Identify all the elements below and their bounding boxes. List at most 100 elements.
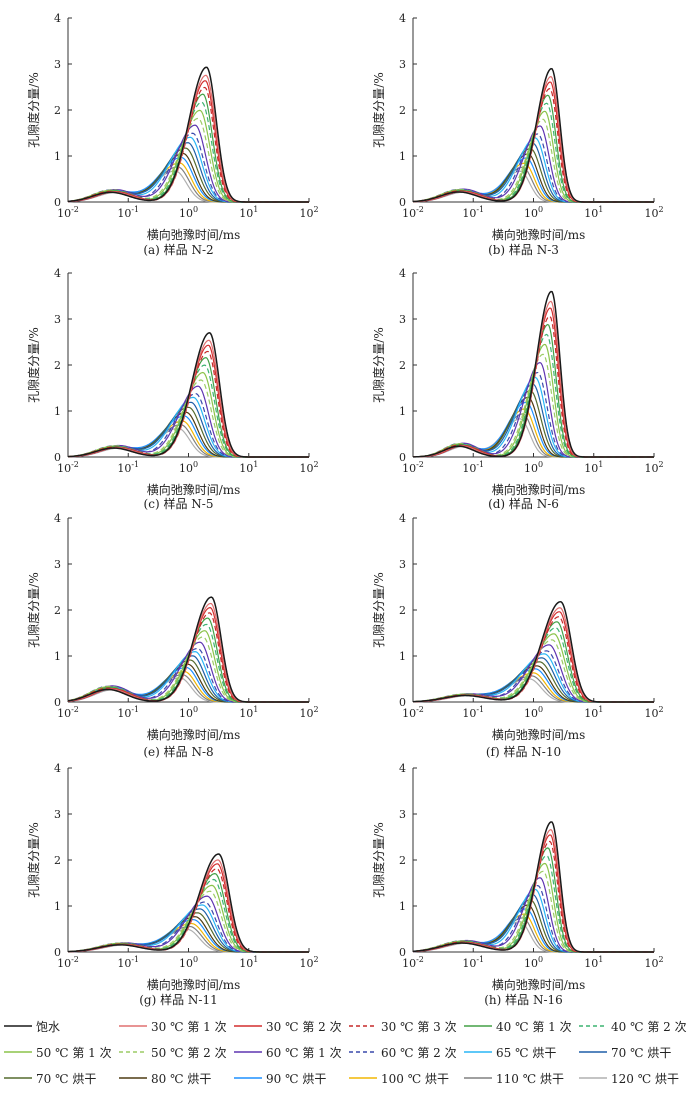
- y-tick-label: 2: [54, 854, 61, 867]
- panel-n-10: 0 1 2 3 4 10-2 10-1 100 101 102 孔隙度分量/% 横向弛豫时间/ms (f…: [371, 512, 664, 759]
- y-tick-label: 2: [399, 604, 406, 617]
- legend-swatch: [464, 1051, 492, 1053]
- legend-item: 30 ℃ 第 2 次: [234, 1015, 349, 1037]
- x-tick-label: 100: [524, 955, 543, 970]
- series-line: [412, 821, 654, 953]
- legend-swatch: [579, 1051, 607, 1053]
- legend-swatch: [464, 1077, 492, 1079]
- series-line: [67, 596, 309, 703]
- legend-swatch: [4, 1077, 32, 1079]
- y-axis-label: 孔隙度分量/%: [26, 327, 41, 402]
- series-line: [67, 162, 309, 203]
- series-line: [412, 639, 654, 703]
- x-tick-label: 10-2: [402, 205, 424, 220]
- y-tick-label: 4: [54, 12, 61, 25]
- y-tick-label: 0: [399, 696, 406, 709]
- legend-item: 50 ℃ 第 1 次: [4, 1041, 119, 1063]
- x-tick-label: 10-1: [462, 460, 484, 475]
- legend-item: 90 ℃ 烘干: [234, 1067, 349, 1089]
- x-tick-label: 100: [179, 205, 198, 220]
- series-line: [67, 74, 309, 203]
- x-axis-label: 横向弛豫时间/ms: [147, 227, 241, 242]
- x-tick-label: 10-2: [402, 705, 424, 720]
- series-line: [412, 862, 654, 953]
- x-tick-label: 10-2: [57, 955, 79, 970]
- series-line: [412, 166, 654, 203]
- y-tick-label: 0: [54, 696, 61, 709]
- panel-n-16: 0 1 2 3 4 10-2 10-1 100 101 102 孔隙度分量/% 横向弛豫时间/ms(h…: [371, 762, 664, 1007]
- y-tick-label: 3: [399, 558, 406, 571]
- series-line: [67, 170, 309, 203]
- panel-n-3: 0 1 2 3 4 10-2 10-1 100 101 102 孔隙度分量/% 横向弛豫时间/ms(b…: [371, 12, 664, 257]
- series-line: [412, 315, 654, 458]
- legend-item: 80 ℃ 烘干: [119, 1067, 234, 1089]
- series-line: [412, 855, 654, 953]
- legend-swatch: [4, 1051, 32, 1053]
- y-tick-label: 2: [54, 104, 61, 117]
- x-axis-label: 横向弛豫时间/ms: [492, 227, 586, 242]
- x-tick-label: 10-2: [57, 705, 79, 720]
- series-line: [412, 290, 654, 458]
- series-line: [67, 364, 309, 458]
- y-tick-label: 2: [399, 359, 406, 372]
- series-line: [67, 66, 309, 203]
- series-line: [67, 636, 309, 703]
- legend-swatch: [464, 1025, 492, 1027]
- legend-item: 50 ℃ 第 2 次: [119, 1041, 234, 1063]
- y-tick-label: 0: [399, 946, 406, 959]
- series-line: [412, 607, 654, 703]
- y-tick-label: 4: [399, 12, 406, 25]
- legend-swatch: [119, 1051, 147, 1053]
- y-tick-label: 1: [54, 900, 61, 913]
- x-tick-label: 100: [179, 705, 198, 720]
- y-tick-label: 0: [399, 196, 406, 209]
- y-axis-label: 孔隙度分量/%: [26, 572, 41, 647]
- legend-row: 70 ℃ 烘干 80 ℃ 烘干 90 ℃ 烘干 100 ℃ 烘干 110 ℃ 烘…: [4, 1065, 694, 1091]
- series-line: [412, 102, 654, 203]
- x-tick-label: 10-1: [462, 955, 484, 970]
- x-tick-label: 101: [584, 205, 603, 220]
- legend-swatch: [579, 1077, 607, 1079]
- panel-n-11: 0 1 2 3 4 10-2 10-1 100 101 102 孔隙度分量/% 横向弛豫时间/ms(g…: [26, 762, 319, 1007]
- legend-item: 60 ℃ 第 2 次: [349, 1041, 464, 1063]
- y-axis-label: 孔隙度分量/%: [26, 822, 41, 897]
- x-axis-label: 横向弛豫时间/ms: [492, 482, 586, 497]
- x-tick-label: 100: [179, 955, 198, 970]
- y-tick-label: 0: [399, 451, 406, 464]
- y-tick-label: 2: [54, 604, 61, 617]
- y-tick-label: 3: [399, 313, 406, 326]
- legend-swatch: [4, 1025, 32, 1027]
- series-line: [67, 86, 309, 203]
- x-tick-label: 102: [644, 705, 663, 720]
- series-line: [67, 859, 309, 953]
- panel-caption: (c) 样品 N-5: [144, 496, 214, 511]
- series-line: [67, 427, 309, 458]
- series-line: [412, 87, 654, 203]
- legend-row: 50 ℃ 第 1 次 50 ℃ 第 2 次 60 ℃ 第 1 次 60 ℃ 第 …: [4, 1039, 694, 1065]
- y-axis-label: 孔隙度分量/%: [371, 822, 386, 897]
- series-line: [412, 847, 654, 953]
- x-axis-label: 横向弛豫时间/ms: [147, 977, 241, 992]
- panel-caption: (e) 样品 N-8: [143, 744, 213, 759]
- y-tick-label: 2: [399, 854, 406, 867]
- panel-n-5: 0 1 2 3 4 10-2 10-1 100 101 102 孔隙度分量/% 横向弛豫时间/ms(c…: [26, 267, 319, 511]
- series-line: [67, 868, 309, 953]
- legend-item: 65 ℃ 烘干: [464, 1041, 579, 1063]
- x-tick-label: 100: [524, 460, 543, 475]
- x-tick-label: 10-1: [462, 705, 484, 720]
- series-line: [67, 863, 309, 953]
- y-tick-label: 2: [399, 104, 406, 117]
- series-line: [67, 80, 309, 203]
- x-tick-label: 102: [299, 955, 318, 970]
- x-tick-label: 101: [239, 705, 258, 720]
- x-tick-label: 101: [239, 205, 258, 220]
- y-tick-label: 0: [54, 946, 61, 959]
- series-line: [67, 659, 309, 703]
- x-tick-label: 100: [179, 460, 198, 475]
- series-line: [412, 611, 654, 703]
- x-axis-label: 横向弛豫时间/ms: [492, 727, 586, 742]
- series-line: [412, 110, 654, 203]
- panel-n-6: 0 1 2 3 4 10-2 10-1 100 101 102 孔隙度分量/% 横向弛豫时间/ms(d…: [371, 267, 664, 511]
- legend-swatch: [579, 1025, 607, 1027]
- y-tick-label: 1: [54, 650, 61, 663]
